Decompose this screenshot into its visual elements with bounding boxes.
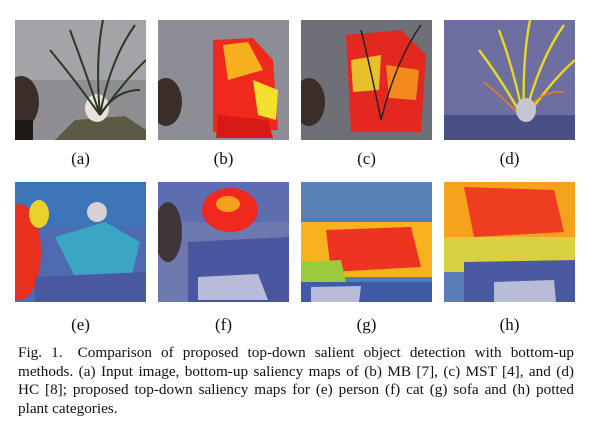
panel-sofa-saliency-map [301,182,432,302]
panel-cat-saliency-map [158,182,289,302]
panel-label-f: (f) [215,315,232,334]
figure-caption: Fig. 1. Comparison of proposed top-down … [18,344,574,418]
panel-label-b: (b) [213,149,234,168]
panel-label-c: (c) [357,149,376,168]
panel-label-e: (e) [71,315,90,334]
panel-hc-saliency-map [444,20,575,140]
caption-text: Comparison of proposed top-down salient … [18,344,574,417]
panel-mst-saliency-map [301,20,432,140]
panel-potted-plant-saliency-map [444,182,575,302]
panel-label-d: (d) [499,149,520,168]
panel-mb-saliency-map [158,20,289,140]
panel-person-saliency-map [15,182,146,302]
panel-label-h: (h) [499,315,520,334]
panel-label-g: (g) [356,315,377,334]
panel-label-a: (a) [71,149,90,168]
caption-figure-number: Fig. 1. [18,344,63,361]
panel-input-image [15,20,146,140]
